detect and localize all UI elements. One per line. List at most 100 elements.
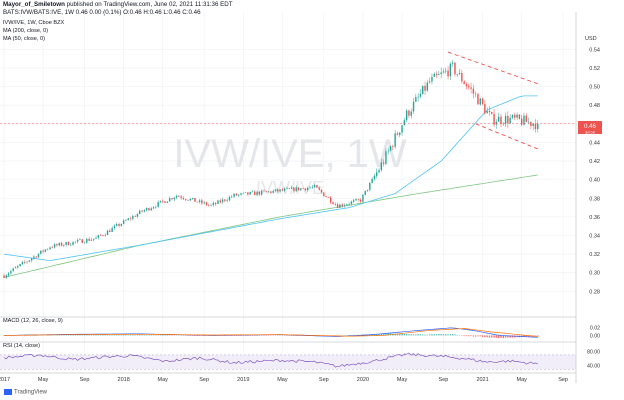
candle-body <box>242 192 244 194</box>
candle-body <box>486 111 488 114</box>
macd-histogram-bar <box>373 334 376 336</box>
candle-body <box>145 208 148 211</box>
candle-body <box>288 188 291 189</box>
legend-ma50[interactable]: MA (50, close, 0) <box>3 36 45 42</box>
candle-body <box>159 200 162 203</box>
macd-histogram-bar <box>440 334 442 336</box>
candle-body <box>185 199 187 200</box>
candle-body <box>65 242 67 245</box>
legend-ma200[interactable]: MA (200, close, 0) <box>3 28 49 34</box>
candle-body <box>139 210 141 214</box>
macd-histogram-bar <box>65 334 67 336</box>
x-tick-label: May <box>158 377 169 383</box>
candle-body <box>240 193 242 195</box>
candle-body <box>95 237 97 239</box>
y-tick-label: 0.38 <box>589 196 600 202</box>
y-tick-label: 0.32 <box>589 252 600 258</box>
candle-body <box>125 220 127 221</box>
candle-body <box>3 275 5 278</box>
candle-body <box>493 113 495 125</box>
author-name[interactable]: Mayor_of_Smiletown <box>3 1 65 8</box>
candle-body <box>350 201 353 205</box>
candle-body <box>221 199 224 203</box>
candle-body <box>201 200 203 204</box>
macd-histogram-bar <box>491 335 493 338</box>
candle-body <box>461 73 463 82</box>
price-axis[interactable]: 0.540.520.500.480.460.440.420.400.380.36… <box>589 47 600 295</box>
candle-body <box>297 187 300 191</box>
candle-body <box>182 198 185 200</box>
candle-body <box>263 190 265 192</box>
macd-histogram-bar <box>525 335 527 337</box>
candle-body <box>28 260 31 262</box>
candle-body <box>378 170 380 173</box>
candle-body <box>458 73 461 75</box>
x-tick-label: 2020 <box>357 377 369 383</box>
candle-body <box>35 256 37 258</box>
candle-body <box>60 242 63 246</box>
macd-histogram-bar <box>500 335 502 338</box>
macd-histogram-bar <box>447 334 449 336</box>
candle-body <box>523 115 525 125</box>
ma200-path <box>3 174 538 278</box>
macd-histogram-bar <box>102 334 104 336</box>
candle-body <box>316 184 318 188</box>
price-tag: 0.46 3d 5h <box>578 121 602 135</box>
candle-body <box>325 196 327 198</box>
watermark-big: IVW/IVE, 1W <box>173 132 407 176</box>
candle-body <box>484 103 486 114</box>
macd-histogram-bar <box>382 333 385 336</box>
candle-body <box>134 216 136 217</box>
rsi-pane[interactable]: 80.00 40.00 <box>0 349 600 370</box>
x-tick-label: May <box>38 377 49 383</box>
legend-rsi[interactable]: RSI (14, close) <box>3 343 40 349</box>
x-tick-label: May <box>277 377 288 383</box>
candle-body <box>76 239 79 242</box>
x-tick-label: Sep <box>80 377 90 383</box>
main-pane[interactable] <box>0 12 576 317</box>
candle-body <box>304 188 307 191</box>
macd-histogram-bar <box>419 334 422 336</box>
candle-body <box>385 151 387 164</box>
y-tick-label: 0.42 <box>589 159 600 165</box>
macd-histogram-bar <box>380 334 383 336</box>
y-tick-label: 0.50 <box>589 85 600 91</box>
candle-body <box>442 71 445 73</box>
x-tick-label: 2018 <box>118 377 130 383</box>
candle-body <box>359 199 362 202</box>
candle-body <box>136 213 139 217</box>
candle-body <box>286 188 288 189</box>
macd-histogram-bar <box>86 334 88 336</box>
candle-body <box>132 216 134 219</box>
candle-body <box>477 94 479 105</box>
candle-body <box>468 86 470 88</box>
legend-main[interactable]: IVW/IVE, 1W, Cboe BZX <box>3 20 65 26</box>
candle-body <box>353 200 355 202</box>
macd-histogram-bar <box>534 335 537 337</box>
macd-pane[interactable]: 0.020.00 <box>3 326 600 340</box>
candle-body <box>198 200 201 203</box>
macd-histogram-bar <box>428 334 431 336</box>
rsi-line <box>3 352 538 368</box>
macd-histogram-bar <box>486 335 488 338</box>
macd-histogram-bar <box>412 334 415 336</box>
x-tick-label: Sep <box>558 377 568 383</box>
macd-histogram-bar <box>435 334 438 336</box>
candle-body <box>302 188 304 189</box>
rsi-tick-label: 40.00 <box>587 364 600 370</box>
candle-body <box>362 194 364 202</box>
candle-body <box>214 202 217 204</box>
macd-histogram-bar <box>93 334 95 336</box>
x-tick-label: 2021 <box>476 377 488 383</box>
candle-body <box>237 194 240 196</box>
legend-macd[interactable]: MACD (12, 26, close, 9) <box>3 318 63 324</box>
macd-histogram-bar <box>376 334 378 336</box>
candle-body <box>364 190 366 195</box>
candle-body <box>26 261 28 263</box>
time-axis[interactable]: 2017 May Sep 2018 May Sep 2019 May Sep 2020 May Sep… <box>0 377 568 383</box>
candle-body <box>431 76 433 82</box>
footer-brand[interactable]: TradingView <box>4 389 47 396</box>
macd-histogram-bar <box>116 334 118 336</box>
candle-body <box>173 197 175 200</box>
